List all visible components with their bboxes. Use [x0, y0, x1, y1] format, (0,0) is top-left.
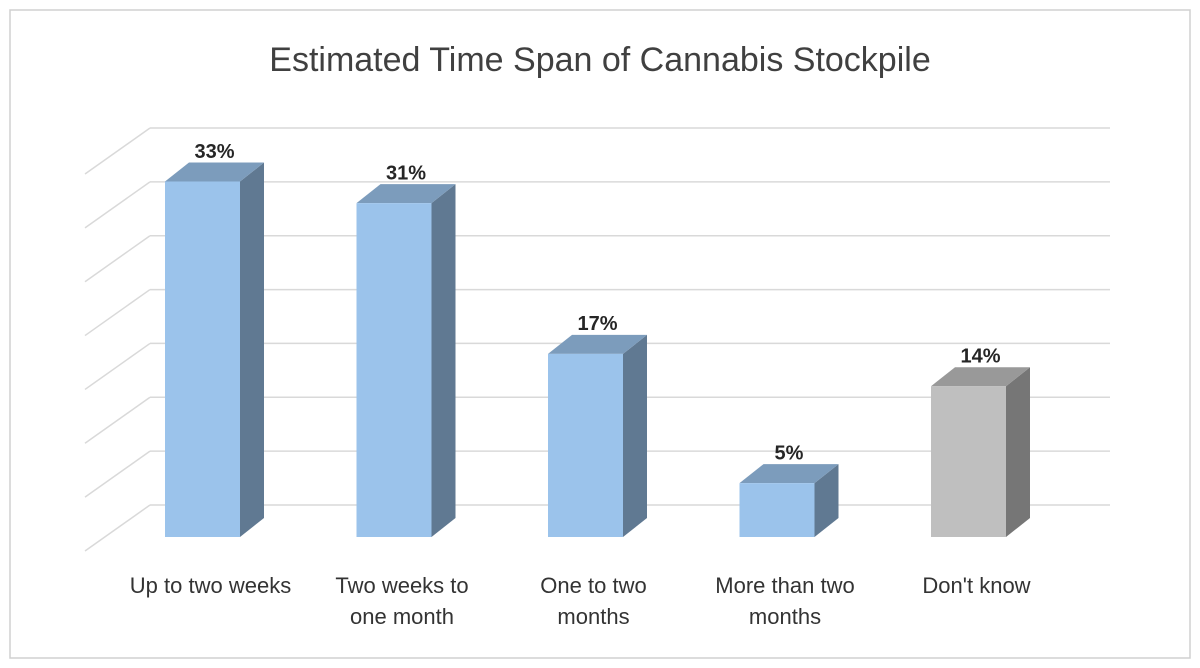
- data-label: 17%: [577, 313, 617, 335]
- bar-front: [931, 386, 1006, 537]
- x-tick-label: Don't know: [922, 573, 1031, 598]
- bar-top: [931, 367, 1030, 387]
- data-label: 14%: [960, 345, 1000, 367]
- x-tick-label: One to two months: [540, 573, 647, 629]
- bar: [165, 162, 264, 538]
- grid-line-side: [84, 396, 151, 444]
- bar-side: [814, 464, 839, 537]
- bar-front: [165, 181, 240, 538]
- chart-title: Estimated Time Span of Cannabis Stockpil…: [269, 41, 930, 79]
- bar-top: [548, 334, 647, 354]
- bar: [548, 334, 647, 537]
- grid-line-side: [84, 450, 151, 498]
- x-tick-label: Two weeks to one month: [335, 573, 469, 629]
- data-label: 33%: [194, 141, 234, 163]
- bar-top: [739, 464, 839, 484]
- bar-front: [739, 483, 815, 537]
- grid-line-side: [84, 288, 151, 337]
- bar-side: [431, 184, 456, 538]
- grid-line-side: [84, 127, 151, 175]
- bar: [931, 367, 1030, 537]
- bar-side: [623, 334, 647, 537]
- bar-side: [1006, 367, 1030, 537]
- bar-top: [165, 162, 264, 182]
- x-tick-label: More than two months: [715, 573, 855, 629]
- x-tick-label: Up to two weeks: [129, 573, 292, 598]
- bar-front: [548, 353, 623, 537]
- data-label: 31%: [386, 162, 426, 184]
- bar: [739, 464, 839, 537]
- grid-line-side: [84, 235, 151, 283]
- bar-top: [356, 184, 456, 204]
- grid-line-side: [84, 181, 151, 229]
- bar: [356, 184, 456, 538]
- data-label: 5%: [775, 442, 804, 464]
- bar-side: [240, 162, 264, 538]
- grid-line-side: [84, 342, 151, 391]
- bar-front: [356, 203, 432, 538]
- grid-line-side: [84, 504, 151, 552]
